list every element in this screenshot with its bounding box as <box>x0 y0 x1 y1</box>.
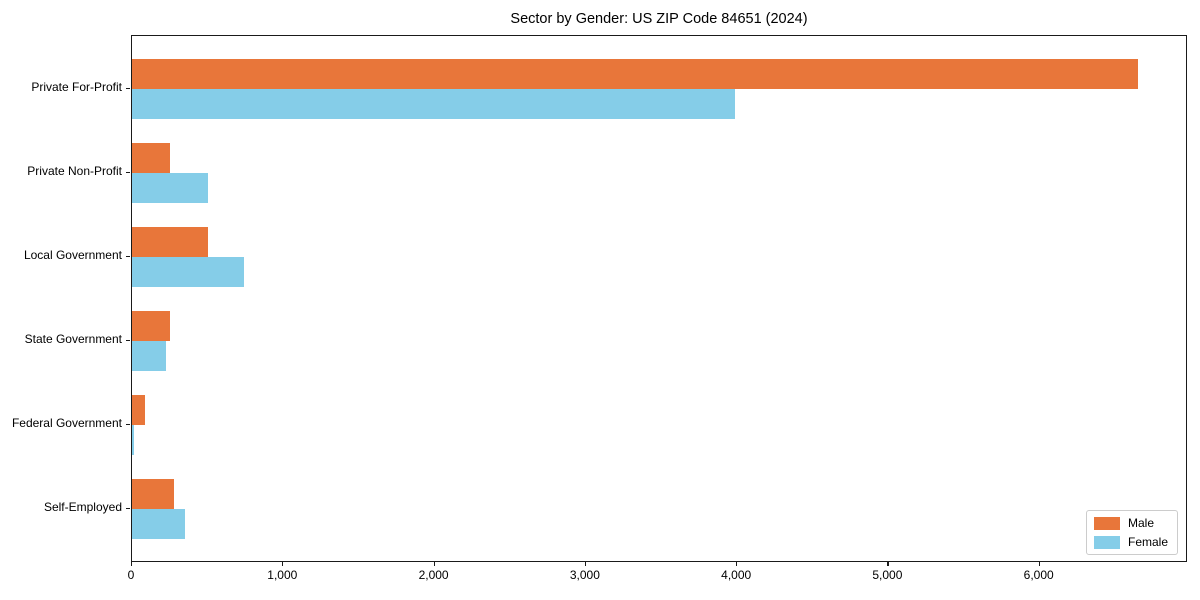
male-legend-swatch <box>1093 516 1120 530</box>
legend-entry-female: Female <box>1093 535 1168 549</box>
x-tick-label: 6,000 <box>1023 568 1054 582</box>
chart-title: Sector by Gender: US ZIP Code 84651 (202… <box>510 11 808 27</box>
y-tick-mark <box>126 255 130 257</box>
plot-area: Male Female <box>131 35 1187 562</box>
y-tick-label: Federal Government <box>11 416 122 430</box>
bar-male-1 <box>132 59 1139 89</box>
y-tick-mark <box>126 171 130 173</box>
x-tick-mark <box>736 562 738 566</box>
x-tick-label: 1,000 <box>267 568 298 582</box>
bar-male-5 <box>132 395 145 425</box>
bar-male-6 <box>132 479 174 509</box>
y-tick-label: Private Non-Profit <box>27 164 122 178</box>
x-tick-label: 5,000 <box>872 568 903 582</box>
y-tick-mark <box>126 507 130 509</box>
bar-male-4 <box>132 311 170 341</box>
x-tick-mark <box>433 562 435 566</box>
bar-female-4 <box>132 341 166 371</box>
legend-entry-male: Male <box>1093 516 1168 530</box>
bar-female-1 <box>132 89 735 119</box>
x-tick-label: 0 <box>127 568 135 582</box>
y-tick-mark <box>126 423 130 425</box>
bar-female-3 <box>132 257 244 287</box>
legend: Male Female <box>1085 510 1178 555</box>
y-tick-label: Self-Employed <box>43 500 122 514</box>
bar-male-2 <box>132 143 170 173</box>
x-tick-mark <box>887 562 889 566</box>
bar-female-6 <box>132 509 185 539</box>
x-tick-label: 4,000 <box>721 568 752 582</box>
x-tick-label: 3,000 <box>569 568 600 582</box>
x-tick-mark <box>282 562 284 566</box>
x-tick-mark <box>584 562 587 566</box>
y-tick-label: Private For-Profit <box>31 80 122 94</box>
x-tick-mark <box>1038 562 1040 566</box>
x-tick-mark <box>131 562 133 566</box>
male-legend-label: Male <box>1127 516 1154 530</box>
y-tick-mark <box>126 339 130 341</box>
y-tick-mark <box>126 87 130 89</box>
y-tick-label: Local Government <box>23 248 122 262</box>
female-legend-label: Female <box>1127 535 1168 549</box>
y-tick-label: State Government <box>24 332 122 346</box>
bar-male-3 <box>132 227 209 257</box>
female-legend-swatch <box>1093 535 1120 549</box>
bar-female-2 <box>132 173 208 203</box>
x-tick-label: 2,000 <box>418 568 449 582</box>
bar-female-5 <box>132 425 134 455</box>
